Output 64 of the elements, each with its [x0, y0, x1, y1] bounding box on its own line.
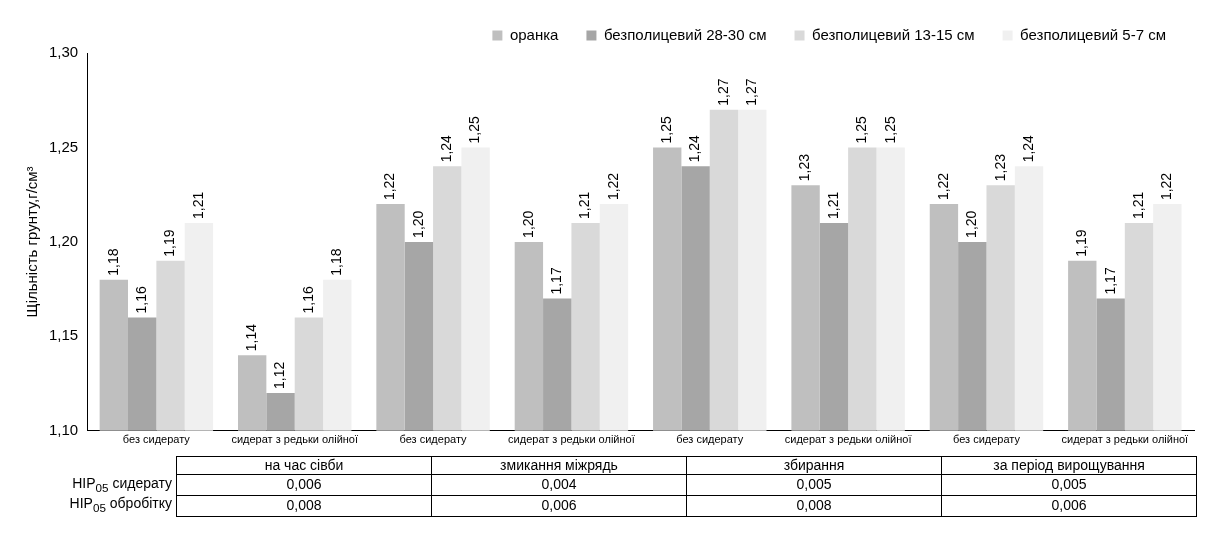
x-tick-label: сидерат з редьки олійної: [784, 433, 912, 446]
text: за період вирощування: [941, 456, 1197, 475]
text: збирання: [686, 456, 942, 475]
x-tick-label: сидерат з редьки олійної: [1061, 433, 1189, 446]
x-tick-label: сидерат з редьки олійної: [231, 433, 359, 446]
data-label: 1,22: [1158, 172, 1175, 201]
x-tick-label: без сидерату: [952, 433, 1021, 446]
text: HIP$_{05}$ обробітку: [68, 495, 173, 517]
data-label: 1,23: [991, 153, 1008, 182]
text: на час сівби: [176, 456, 432, 475]
data-label: 1,17: [1101, 267, 1118, 295]
data-label: 1,20: [519, 210, 536, 238]
data-label: 1,18: [104, 248, 121, 276]
data-label: 1,24: [1019, 134, 1036, 163]
y-tick-label: 1,15: [48, 326, 79, 344]
text: 0,005: [686, 474, 942, 496]
data-label: 1,12: [271, 361, 288, 390]
legend-label: оранка: [509, 25, 560, 43]
y-axis-title: Щільність грунту,г/см³: [23, 166, 41, 318]
text: 0,006: [431, 495, 687, 517]
data-label: 1,19: [1073, 229, 1090, 257]
data-label: 1,16: [299, 286, 316, 314]
data-label: 1,14: [243, 323, 260, 352]
text: 0,008: [176, 495, 432, 517]
data-label: 1,22: [604, 172, 621, 201]
text: 0,006: [941, 495, 1197, 517]
data-label: 1,21: [576, 191, 593, 220]
data-label: 1,17: [548, 267, 565, 295]
data-label: 1,25: [658, 115, 675, 144]
data-label: 1,27: [743, 78, 760, 106]
data-label: 1,21: [1129, 191, 1146, 220]
text: 0,008: [686, 495, 942, 517]
data-label: 1,20: [963, 210, 980, 238]
text: 0,004: [431, 474, 687, 496]
x-tick-label: без сидерату: [676, 433, 744, 446]
data-label: 1,19: [161, 229, 178, 257]
text: HIP$_{05}$ сидерату: [71, 474, 173, 496]
x-tick-label: без сидерату: [122, 433, 191, 446]
data-label: 1,18: [328, 248, 345, 276]
data-label: 1,24: [438, 134, 455, 163]
data-label: 1,22: [934, 172, 951, 201]
data-label: 1,16: [133, 286, 150, 314]
x-tick-label: сидерат з редьки олійної: [508, 433, 635, 446]
data-label: 1,25: [881, 115, 898, 144]
text: 0,005: [941, 474, 1197, 496]
data-label: 1,27: [714, 78, 731, 106]
data-label: 1,23: [796, 153, 813, 182]
text: змикання міжрядь: [431, 456, 687, 475]
data-label: 1,25: [466, 115, 483, 144]
legend-label: безполицевий 28-30 см: [603, 25, 767, 43]
data-label: 1,20: [409, 210, 426, 238]
legend-label: безполицевий 13-15 см: [812, 25, 975, 43]
y-tick-label: 1,10: [48, 420, 79, 438]
y-tick-label: 1,25: [48, 137, 79, 155]
data-label: 1,21: [824, 191, 841, 220]
text: 0,006: [176, 474, 432, 496]
data-label: 1,21: [189, 191, 206, 220]
y-tick-label: 1,20: [48, 232, 79, 250]
data-label: 1,22: [381, 172, 398, 201]
legend-label: безполицевий 5-7 см: [1020, 25, 1167, 43]
y-tick-label: 1,30: [48, 43, 79, 61]
data-label: 1,24: [686, 134, 703, 163]
data-label: 1,25: [853, 115, 870, 144]
x-tick-label: без сидерату: [399, 433, 468, 446]
